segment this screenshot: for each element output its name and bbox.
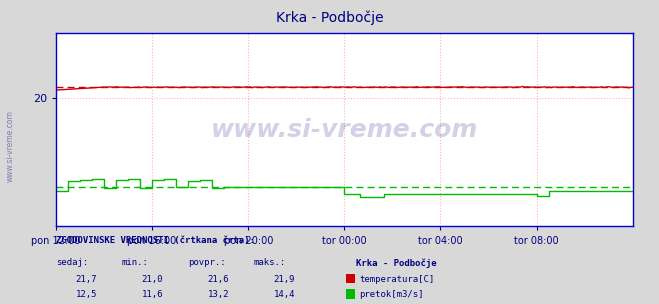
Text: 21,7: 21,7 <box>76 275 98 284</box>
Text: povpr.:: povpr.: <box>188 258 225 268</box>
Text: 21,9: 21,9 <box>273 275 295 284</box>
Text: min.:: min.: <box>122 258 149 268</box>
Text: temperatura[C]: temperatura[C] <box>359 275 434 284</box>
Text: pretok[m3/s]: pretok[m3/s] <box>359 290 424 299</box>
Text: 13,2: 13,2 <box>208 290 229 299</box>
Text: ZGODOVINSKE VREDNOSTI (črtkana črta):: ZGODOVINSKE VREDNOSTI (črtkana črta): <box>56 236 255 245</box>
Text: maks.:: maks.: <box>254 258 286 268</box>
Text: Krka - Podbočje: Krka - Podbočje <box>275 11 384 25</box>
Text: Krka - Podbočje: Krka - Podbočje <box>356 258 436 268</box>
Text: www.si-vreme.com: www.si-vreme.com <box>211 118 478 142</box>
Text: sedaj:: sedaj: <box>56 258 88 268</box>
Text: 12,5: 12,5 <box>76 290 98 299</box>
Text: 21,0: 21,0 <box>142 275 163 284</box>
Text: www.si-vreme.com: www.si-vreme.com <box>5 110 14 182</box>
Text: 11,6: 11,6 <box>142 290 163 299</box>
Text: 21,6: 21,6 <box>208 275 229 284</box>
Text: 14,4: 14,4 <box>273 290 295 299</box>
